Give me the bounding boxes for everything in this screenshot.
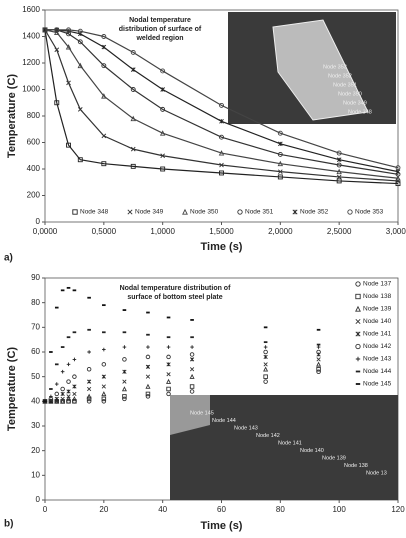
inset-label: Node 352: [328, 73, 352, 79]
legend-label: Node 353: [355, 209, 384, 216]
y-tick-label: 60: [31, 347, 40, 356]
legend-label: Node 350: [190, 209, 219, 216]
inset-label: Node 349: [343, 100, 367, 106]
y-tick-label: 200: [27, 191, 41, 200]
x-tick-label: 1,5000: [209, 227, 234, 236]
x-tick-label: 3,0000: [386, 227, 406, 236]
y-tick-label: 20: [31, 446, 40, 455]
chart-title: surface of bottom steel plate: [127, 294, 222, 301]
x-tick-label: 60: [217, 505, 226, 514]
inset-label: Node 351: [333, 82, 357, 88]
y-tick-label: 400: [27, 164, 41, 173]
y-tick-label: 600: [27, 138, 41, 147]
y-tick-label: 1400: [22, 32, 40, 41]
x-tick-label: 20: [99, 505, 108, 514]
legend-label: Node 144: [363, 368, 392, 375]
y-tick-label: 0: [36, 495, 41, 504]
inset-label: Node 350: [338, 91, 362, 97]
inset-label: Node 140: [300, 448, 324, 454]
legend-label: Node 349: [135, 209, 164, 216]
legend-label: Node 143: [363, 356, 392, 363]
inset-label: Node 348: [348, 109, 372, 115]
y-tick-label: 70: [31, 322, 40, 331]
y-tick-label: 0: [36, 217, 41, 226]
y-tick-label: 50: [31, 372, 40, 381]
y-tick-label: 90: [31, 273, 40, 282]
x-tick-label: 0,0000: [33, 227, 58, 236]
x-tick-label: 120: [391, 505, 405, 514]
y-tick-label: 10: [31, 470, 40, 479]
x-tick-label: 0: [43, 505, 48, 514]
panel-label: a): [4, 253, 13, 264]
x-tick-label: 2,5000: [327, 227, 352, 236]
legend-label: Node 141: [363, 331, 392, 338]
x-tick-label: 0,5000: [92, 227, 117, 236]
y-axis-title: Temperature (C): [6, 74, 18, 158]
inset-label: Node 145: [190, 410, 214, 416]
panel-label: b): [4, 519, 13, 530]
y-tick-label: 1200: [22, 58, 40, 67]
legend-label: Node 139: [363, 306, 392, 313]
inset-label: Node 139: [322, 455, 346, 461]
x-tick-label: 1,0000: [150, 227, 175, 236]
chart-title: distribution of surface of: [119, 26, 202, 33]
chart-title: Nodal temperature: [129, 17, 191, 24]
legend-label: Node 142: [363, 343, 392, 350]
y-axis-title: Temperature (C): [6, 347, 18, 431]
inset-label: Node 141: [278, 440, 302, 446]
legend-label: Node 351: [245, 209, 274, 216]
x-tick-label: 100: [332, 505, 346, 514]
inset-label: Node 353: [323, 64, 347, 70]
legend-label: Node 352: [300, 209, 329, 216]
legend-label: Node 348: [80, 209, 109, 216]
inset-label: Node 138: [344, 463, 368, 469]
legend-label: Node 138: [363, 293, 392, 300]
legend-label: Node 140: [363, 318, 392, 325]
y-tick-label: 800: [27, 111, 41, 120]
legend-label: Node 137: [363, 281, 392, 288]
figure: Node 353 Node 352 Node 351 Node 350 Node 349…: [0, 0, 406, 538]
x-axis-title: Time (s): [201, 241, 243, 253]
y-tick-label: 30: [31, 421, 40, 430]
y-tick-label: 40: [31, 396, 40, 405]
chart-title: welded region: [135, 35, 183, 42]
y-tick-label: 1600: [22, 5, 40, 14]
inset-label: Node 13: [366, 470, 387, 476]
inset-label: Node 143: [234, 425, 258, 431]
legend-label: Node 145: [363, 381, 392, 388]
x-tick-label: 80: [276, 505, 285, 514]
x-axis-title: Time (s): [201, 520, 243, 532]
x-tick-label: 2,0000: [268, 227, 293, 236]
y-tick-label: 80: [31, 298, 40, 307]
chart-title: Nodal temperature distribution of: [120, 285, 232, 292]
inset-label: Node 144: [212, 418, 236, 424]
x-tick-label: 40: [158, 505, 167, 514]
y-tick-label: 1000: [22, 85, 40, 94]
inset-label: Node 142: [256, 433, 280, 439]
